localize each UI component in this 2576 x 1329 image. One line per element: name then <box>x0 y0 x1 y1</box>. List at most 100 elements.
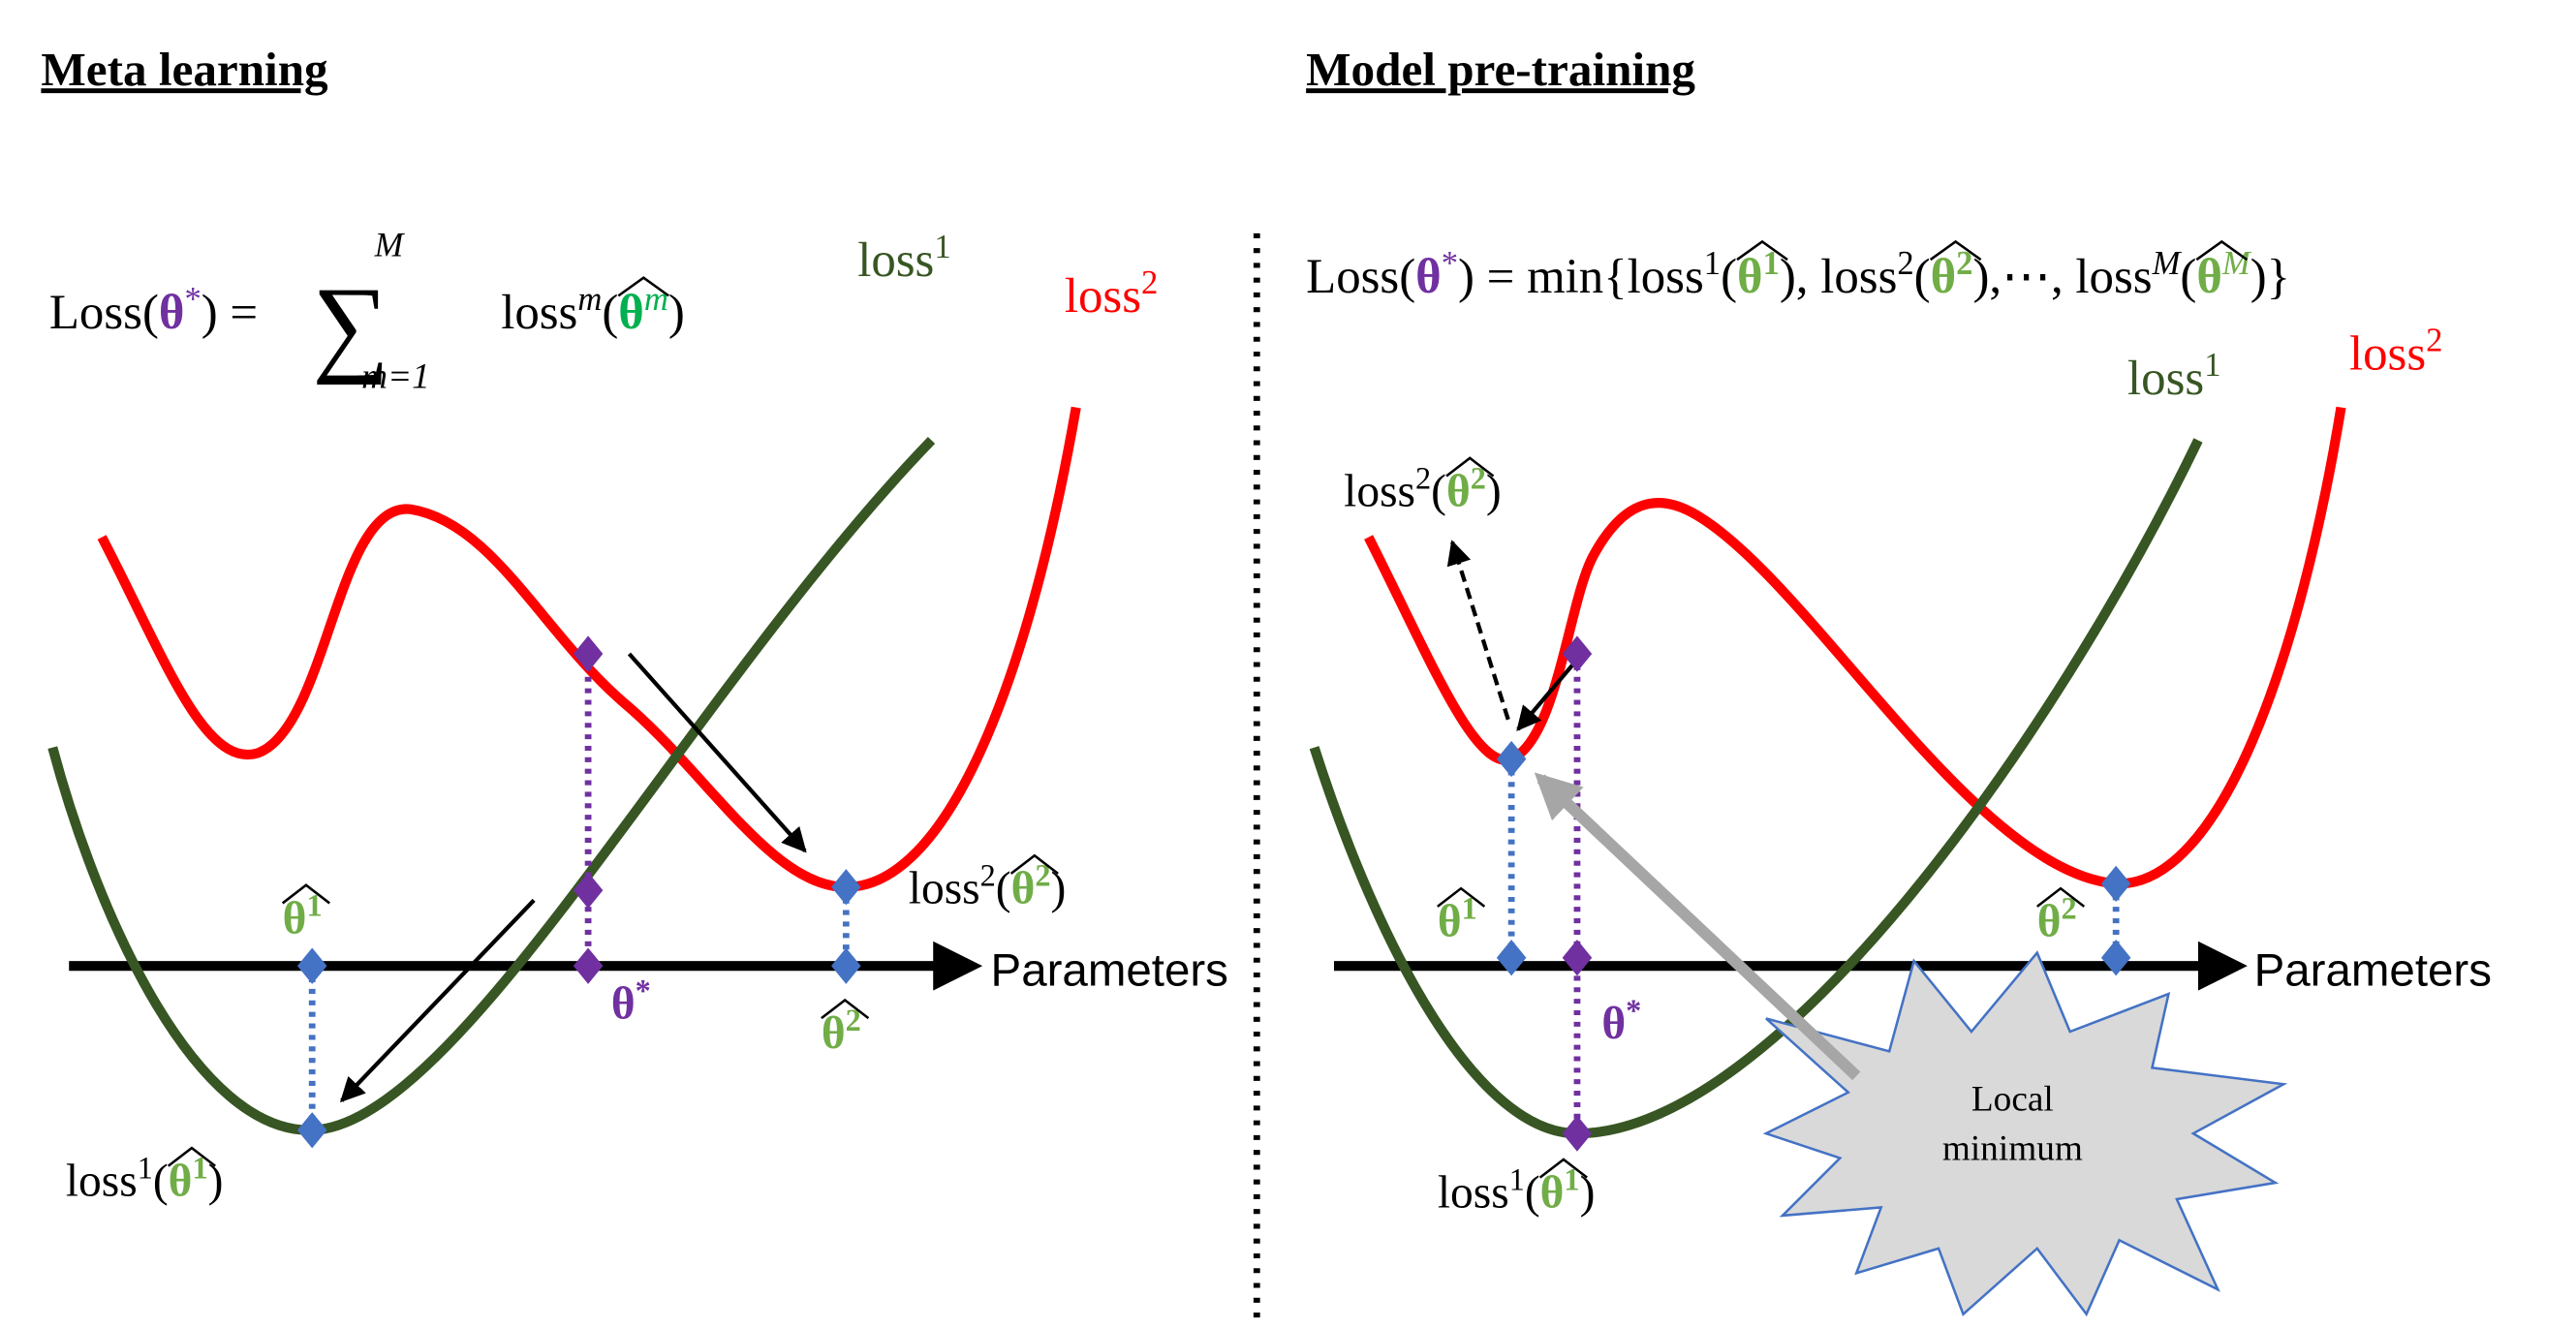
label: θ* <box>611 973 651 1029</box>
label: θ1 <box>1438 891 1477 947</box>
label: loss1 <box>857 229 950 288</box>
label-part: θ <box>169 1157 193 1207</box>
label: loss1(θ1) <box>1438 1161 1596 1218</box>
label-part: 2 <box>1035 858 1050 893</box>
label: θ1 <box>283 887 323 943</box>
label-part: 2 <box>1956 245 1972 282</box>
hat <box>1437 886 1486 908</box>
label: loss1(θ1) <box>66 1151 224 1207</box>
label-part: ) <box>1580 1167 1596 1218</box>
dashed-arrow <box>1446 540 1510 721</box>
label-part: M <box>2152 245 2183 282</box>
label-part: 1 <box>1509 1161 1525 1196</box>
label-part: ( <box>602 286 618 340</box>
label-part: 1 <box>192 1151 207 1186</box>
label-part: 2 <box>1471 460 1486 495</box>
label: loss2 <box>2349 323 2442 382</box>
diamond <box>296 1112 327 1149</box>
callout-burst <box>1762 950 2288 1317</box>
formula-limit: M <box>374 226 406 264</box>
loss1-curve <box>1309 438 2203 1139</box>
diamond <box>573 872 604 909</box>
hat <box>281 883 330 905</box>
label-part: 1 <box>934 229 950 265</box>
label-part: ( <box>1914 250 1931 304</box>
label-part: ),⋯, loss <box>1972 250 2152 304</box>
label-part: θ <box>2196 250 2222 304</box>
hat <box>167 1146 216 1167</box>
diamond <box>1496 740 1527 778</box>
label-part: ) <box>1486 466 1502 516</box>
label: θ2 <box>822 1003 861 1059</box>
panel-title: Model pre-training <box>1306 43 1695 96</box>
label-part: * <box>184 281 201 318</box>
formula: Loss(θ*) = <box>49 281 258 340</box>
label: loss2 <box>1065 264 1158 324</box>
label-part: θ <box>618 286 644 340</box>
label-part: 1 <box>2204 347 2220 384</box>
label-part: 2 <box>2062 891 2077 926</box>
diamond <box>2100 940 2131 976</box>
diamonds <box>296 635 2131 1152</box>
label-part: ) <box>1051 864 1067 914</box>
loss2-curve <box>97 406 1081 892</box>
hat <box>1009 853 1059 875</box>
hat <box>2036 886 2086 908</box>
formula-sum: ∑ <box>312 265 389 386</box>
formula: Loss(θ*) = min{loss1(θ1), loss2(θ2),⋯, l… <box>1306 245 2290 304</box>
label-part: ) = <box>202 286 258 340</box>
diamond <box>1496 940 1527 976</box>
hat <box>1538 1158 1588 1179</box>
label-part: loss <box>1344 466 1415 516</box>
label: loss2(θ2) <box>1344 460 1502 516</box>
label-part: loss <box>1438 1167 1509 1218</box>
label-part: θ <box>1446 466 1471 516</box>
label-part: 2 <box>846 1003 861 1037</box>
hat <box>1736 239 1788 262</box>
diamond <box>1562 1115 1593 1152</box>
diamond <box>573 635 604 672</box>
label-part: loss <box>909 864 980 914</box>
label-part: 2 <box>980 858 996 893</box>
formula-limit: m=1 <box>361 356 430 396</box>
arrow <box>339 898 536 1103</box>
diamond <box>2100 865 2131 903</box>
label-part: loss <box>2127 352 2204 406</box>
panel-title: Meta learning <box>41 43 328 96</box>
arrow <box>1516 664 1574 731</box>
label-part: loss <box>501 286 577 340</box>
diamond <box>1562 940 1593 976</box>
label-part: loss <box>1065 269 1141 324</box>
callout-text: Local <box>1971 1079 2054 1119</box>
label: loss1 <box>2127 347 2220 406</box>
label: loss2(θ2) <box>909 858 1067 914</box>
label-part: 1 <box>1564 1161 1579 1196</box>
label-part: θ <box>2037 897 2062 947</box>
callout-arrow <box>1534 772 1861 1081</box>
label-part: ), loss <box>1780 250 1898 304</box>
label-part: 2 <box>1897 245 1913 282</box>
label-part: loss <box>857 233 934 288</box>
label-part: θ <box>1931 250 1957 304</box>
diamond <box>1562 635 1593 672</box>
label-part: θ <box>283 893 307 943</box>
label-part: θ <box>1601 999 1626 1049</box>
label-part: 1 <box>1763 245 1780 282</box>
formula: lossm(θm) <box>501 281 685 340</box>
label-part: ) = min{loss <box>1458 250 1704 304</box>
label-part: ) <box>668 286 685 340</box>
label-part: * <box>1626 993 1641 1028</box>
label-part: θ <box>1737 250 1763 304</box>
label-part: θ <box>1540 1167 1565 1218</box>
label-part: * <box>636 973 651 1007</box>
label-part: loss <box>66 1157 138 1207</box>
label-part: 2 <box>1415 460 1431 495</box>
label-part: m <box>577 281 602 318</box>
label-part: ( <box>996 864 1011 914</box>
label-part: θ <box>1438 897 1462 947</box>
label-part: loss <box>2349 327 2426 382</box>
label-part: 1 <box>138 1151 153 1186</box>
hat <box>2195 239 2249 262</box>
label-part: 2 <box>1141 264 1158 301</box>
